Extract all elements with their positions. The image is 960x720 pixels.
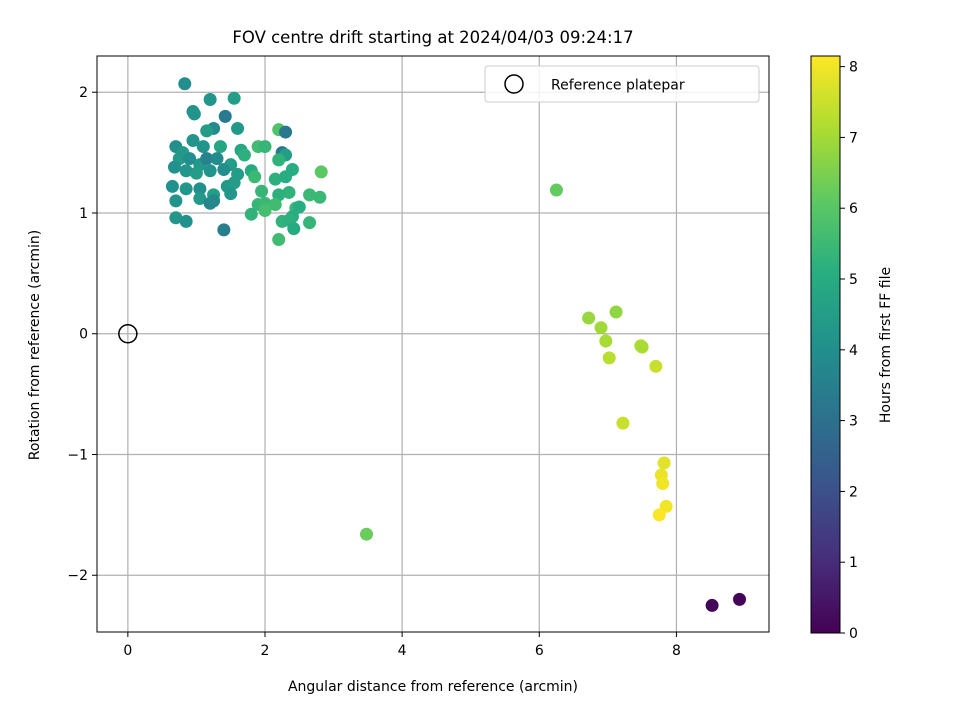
data-point xyxy=(227,91,241,105)
colorbar-ticks: 0 1 2 3 4 5 6 7 8 xyxy=(840,60,858,642)
data-point xyxy=(244,207,258,221)
data-point xyxy=(179,164,193,178)
data-point xyxy=(203,92,217,106)
x-tick-label: 0 xyxy=(123,643,132,659)
data-point xyxy=(602,351,616,365)
data-point xyxy=(279,125,293,139)
data-point xyxy=(203,164,217,178)
legend: Reference platepar xyxy=(484,65,760,103)
data-point xyxy=(279,170,293,184)
data-point xyxy=(609,305,623,319)
data-point xyxy=(282,185,296,199)
data-point xyxy=(237,148,251,162)
x-tick-label: 2 xyxy=(261,643,270,659)
data-point xyxy=(207,194,221,208)
data-point xyxy=(656,476,670,490)
colorbar-tick-label: 4 xyxy=(849,343,858,359)
data-point xyxy=(169,211,183,225)
data-point xyxy=(652,508,666,522)
data-point xyxy=(178,77,192,91)
data-point xyxy=(255,184,269,198)
data-point xyxy=(268,198,282,212)
y-axis-label: Rotation from reference (arcmin) xyxy=(27,230,43,460)
legend-entry-reference-platepar: Reference platepar xyxy=(551,78,685,94)
legend-box xyxy=(484,65,760,103)
data-points xyxy=(165,77,747,612)
data-point xyxy=(231,121,245,135)
data-point xyxy=(272,233,286,247)
data-point xyxy=(193,182,207,196)
data-point xyxy=(200,152,214,166)
colorbar-tick-label: 7 xyxy=(849,130,858,146)
data-point xyxy=(217,223,231,237)
data-point xyxy=(657,456,671,470)
x-tick-label: 8 xyxy=(672,643,681,659)
data-point xyxy=(594,321,608,335)
data-point xyxy=(733,592,747,606)
data-point xyxy=(179,214,193,228)
data-point xyxy=(268,172,282,186)
data-point xyxy=(189,166,203,180)
colorbar-tick-label: 2 xyxy=(849,484,858,500)
data-point xyxy=(616,416,630,430)
data-point xyxy=(165,179,179,193)
colorbar-tick-label: 1 xyxy=(849,555,858,571)
data-point xyxy=(224,187,238,201)
data-point xyxy=(272,153,286,167)
data-point xyxy=(248,170,262,184)
data-point xyxy=(359,527,373,541)
colorbar-tick-label: 6 xyxy=(849,201,858,217)
data-point xyxy=(705,598,719,612)
data-point xyxy=(649,359,663,373)
data-point xyxy=(187,107,201,121)
data-point xyxy=(200,124,214,138)
data-point xyxy=(167,160,181,174)
colorbar-tick-label: 5 xyxy=(849,272,858,288)
legend-reference-marker xyxy=(504,74,524,94)
reference-platepar-marker xyxy=(118,323,138,344)
axis-ticks: 0 2 4 6 8 −2 −1 0 1 2 xyxy=(67,85,681,659)
data-point xyxy=(303,188,317,202)
colorbar-tick-label: 0 xyxy=(849,626,858,642)
data-point xyxy=(213,140,227,154)
data-point xyxy=(196,140,210,154)
x-tick-label: 4 xyxy=(398,643,407,659)
y-tick-label: 1 xyxy=(79,206,88,222)
data-point xyxy=(210,152,224,166)
data-point xyxy=(258,204,272,218)
colorbar-tick-label: 3 xyxy=(849,414,858,430)
data-point xyxy=(635,340,649,354)
data-point xyxy=(218,109,232,123)
y-tick-label: 2 xyxy=(79,85,88,101)
data-point xyxy=(183,152,197,166)
y-tick-label: 0 xyxy=(79,327,88,343)
data-point xyxy=(193,191,207,205)
x-axis-label: Angular distance from reference (arcmin) xyxy=(288,679,578,695)
data-point xyxy=(599,334,613,348)
data-point xyxy=(287,222,301,236)
chart-title: FOV centre drift starting at 2024/04/03 … xyxy=(232,28,633,47)
data-point xyxy=(179,182,193,196)
data-point xyxy=(314,165,328,179)
plot-area-frame xyxy=(96,55,770,633)
y-tick-label: −2 xyxy=(67,568,88,584)
y-tick-label: −1 xyxy=(67,447,88,463)
data-point xyxy=(258,140,272,154)
x-tick-label: 6 xyxy=(535,643,544,659)
data-point xyxy=(169,194,183,208)
data-point xyxy=(217,163,231,177)
data-point xyxy=(186,134,200,148)
colorbar-tick-label: 8 xyxy=(849,60,858,76)
data-point xyxy=(227,176,241,190)
data-point xyxy=(303,216,317,230)
data-point xyxy=(582,311,596,325)
colorbar xyxy=(810,55,841,634)
data-point xyxy=(549,183,563,197)
colorbar-label: Hours from first FF file xyxy=(878,267,894,423)
data-point xyxy=(292,200,306,214)
data-point xyxy=(313,190,327,204)
